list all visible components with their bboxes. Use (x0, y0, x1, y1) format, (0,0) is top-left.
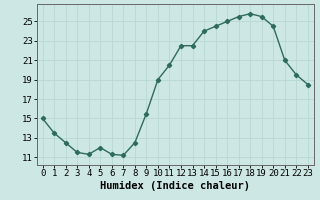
X-axis label: Humidex (Indice chaleur): Humidex (Indice chaleur) (100, 181, 250, 191)
